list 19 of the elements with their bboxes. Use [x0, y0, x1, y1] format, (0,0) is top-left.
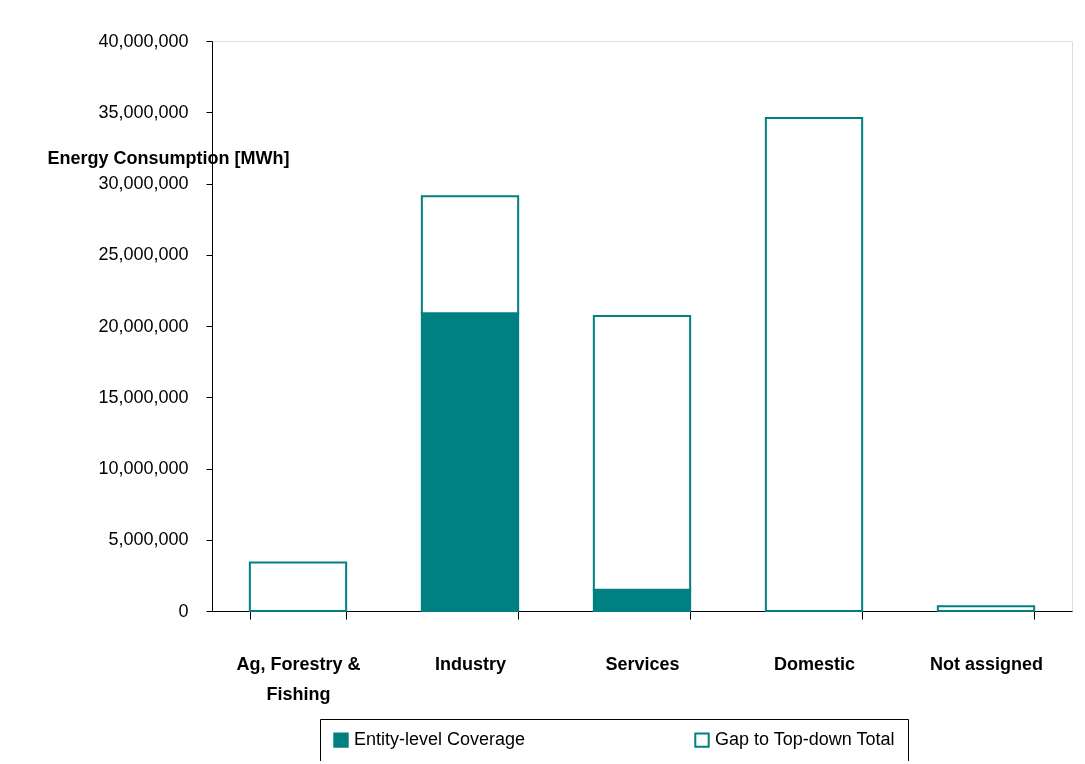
y-tick-label: 35,000,000: [98, 101, 189, 122]
x-tick-label: Ag, Forestry & Fishing: [236, 653, 361, 704]
legend-label: Gap to Top-down Total: [715, 729, 895, 750]
x-tick-label: Domestic: [773, 653, 856, 674]
y-tick-label: 25,000,000: [98, 244, 189, 265]
y-tick-label: 30,000,000: [98, 173, 189, 193]
x-tick-label: Services: [605, 653, 680, 674]
y-tick-label: 15,000,000: [98, 386, 189, 407]
y-tick-label: 20,000,000: [98, 315, 189, 336]
y-tick-label: 10,000,000: [98, 458, 189, 478]
bar: [764, 116, 864, 612]
y-tick-label: 40,000,000: [98, 30, 189, 51]
y-tick-label: 0: [178, 600, 189, 621]
x-tick-label: Not assigned: [929, 653, 1044, 674]
y-tick-label: 5,000,000: [108, 529, 189, 550]
bar: [936, 605, 1036, 612]
legend-label: Entity-level Coverage: [354, 729, 526, 750]
x-tick-label: Industry: [434, 653, 507, 674]
bar: [248, 561, 348, 612]
